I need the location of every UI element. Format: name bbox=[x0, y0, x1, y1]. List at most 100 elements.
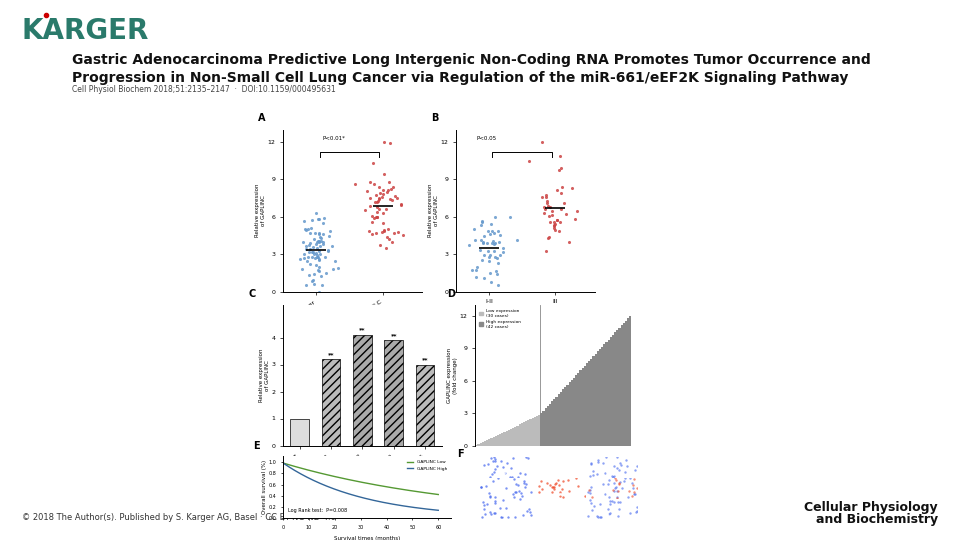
Point bbox=[308, 209, 324, 218]
Bar bbox=[584, 366, 586, 446]
Point bbox=[370, 198, 385, 206]
Point bbox=[517, 469, 533, 478]
Point bbox=[366, 180, 381, 188]
Bar bbox=[518, 424, 520, 445]
Point bbox=[491, 259, 506, 267]
Bar bbox=[603, 345, 606, 445]
Point bbox=[629, 507, 644, 515]
Point bbox=[617, 467, 633, 476]
Point bbox=[609, 483, 624, 491]
Point bbox=[302, 244, 318, 253]
Bar bbox=[534, 417, 536, 446]
Point bbox=[629, 508, 644, 516]
Point bbox=[316, 218, 331, 227]
Point bbox=[482, 472, 497, 481]
Bar bbox=[527, 420, 530, 445]
Text: B: B bbox=[431, 113, 439, 123]
Point bbox=[311, 230, 326, 238]
Point bbox=[611, 497, 626, 506]
Bar bbox=[562, 389, 564, 445]
Point bbox=[608, 474, 623, 482]
Point bbox=[498, 484, 514, 492]
Bar bbox=[564, 387, 566, 446]
Point bbox=[547, 225, 563, 234]
Point bbox=[320, 247, 335, 256]
Point bbox=[490, 253, 505, 262]
Point bbox=[473, 235, 489, 244]
Point bbox=[587, 502, 602, 511]
Point bbox=[535, 138, 550, 146]
Point bbox=[585, 492, 600, 501]
Bar bbox=[530, 420, 532, 446]
Point bbox=[482, 508, 497, 516]
Point bbox=[380, 186, 396, 194]
Bar bbox=[484, 441, 486, 446]
Bar bbox=[575, 375, 577, 445]
Point bbox=[581, 485, 596, 494]
Point bbox=[618, 455, 634, 464]
Point bbox=[584, 499, 599, 508]
GAPLINC High bbox=[370, 497, 381, 504]
Point bbox=[510, 235, 525, 244]
Point bbox=[300, 240, 316, 249]
Bar bbox=[520, 423, 523, 446]
Bar bbox=[523, 422, 525, 446]
Point bbox=[312, 246, 327, 255]
Point bbox=[311, 266, 326, 275]
Point bbox=[561, 475, 576, 484]
Point bbox=[548, 478, 564, 487]
Point bbox=[474, 512, 490, 521]
Point bbox=[568, 474, 584, 483]
Point bbox=[481, 253, 496, 262]
Point bbox=[473, 246, 489, 254]
GAPLINC High bbox=[372, 498, 384, 504]
Point bbox=[361, 227, 376, 235]
X-axis label: Survival times (months): Survival times (months) bbox=[334, 536, 400, 540]
Point bbox=[372, 193, 387, 202]
Point bbox=[523, 510, 539, 519]
Point bbox=[304, 252, 320, 261]
Point bbox=[609, 492, 624, 501]
Point bbox=[513, 495, 528, 503]
Point bbox=[375, 218, 391, 227]
Point bbox=[492, 238, 507, 247]
Bar bbox=[544, 408, 547, 446]
Point bbox=[305, 242, 321, 251]
Point bbox=[298, 225, 313, 233]
Point bbox=[590, 456, 606, 465]
Point bbox=[483, 269, 498, 278]
Point bbox=[610, 453, 625, 462]
Bar bbox=[480, 443, 482, 445]
Text: DAPI: DAPI bbox=[501, 472, 511, 476]
Point bbox=[552, 481, 567, 489]
Point bbox=[376, 138, 392, 146]
Point bbox=[304, 248, 320, 256]
Point bbox=[531, 488, 546, 496]
Point bbox=[517, 483, 533, 491]
Point bbox=[324, 265, 340, 274]
Bar bbox=[482, 442, 484, 446]
Point bbox=[555, 492, 570, 501]
Bar bbox=[494, 436, 497, 446]
Point bbox=[370, 212, 385, 221]
Bar bbox=[506, 430, 508, 445]
Point bbox=[553, 205, 568, 213]
Bar bbox=[579, 370, 582, 446]
Point bbox=[625, 478, 640, 487]
GAPLINC Low bbox=[370, 482, 381, 488]
Point bbox=[607, 479, 622, 488]
Point bbox=[311, 238, 326, 246]
Point bbox=[317, 214, 332, 223]
Point bbox=[583, 485, 598, 494]
Text: F: F bbox=[458, 449, 464, 458]
Bar bbox=[510, 429, 512, 446]
Point bbox=[622, 473, 637, 482]
Point bbox=[549, 215, 564, 224]
Point bbox=[377, 227, 393, 235]
Point bbox=[507, 488, 522, 496]
Point bbox=[376, 226, 392, 234]
Point bbox=[362, 202, 377, 211]
Point bbox=[489, 266, 504, 275]
Point bbox=[546, 218, 562, 226]
Point bbox=[531, 482, 546, 491]
